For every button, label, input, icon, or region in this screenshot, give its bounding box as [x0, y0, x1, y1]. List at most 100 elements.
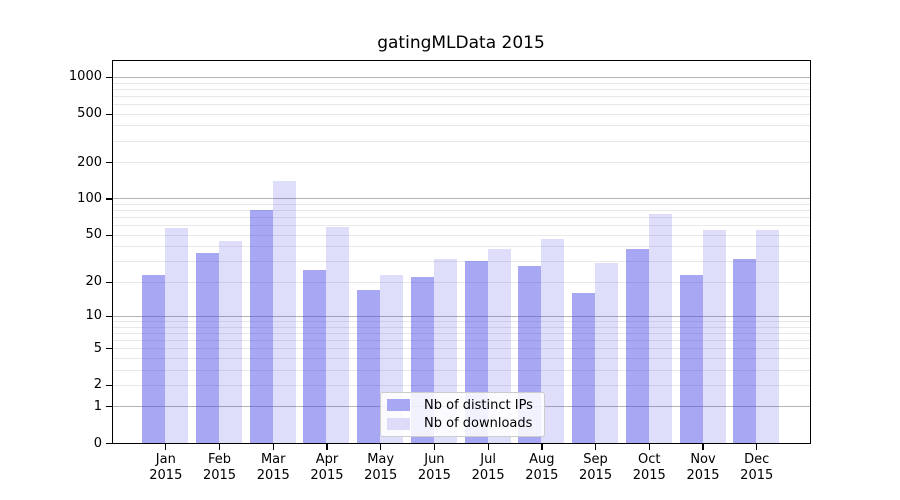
bar-distinct-ips-mar: [249, 210, 273, 443]
gridline-minor: [113, 113, 810, 115]
bar-distinct-ips-jan: [142, 274, 166, 443]
gridline-minor: [113, 95, 810, 97]
bar-downloads-oct: [648, 214, 672, 443]
x-tick-year: 2015: [686, 468, 720, 483]
gridline-minor: [113, 326, 810, 328]
y-tick-label: 1: [93, 398, 102, 414]
x-tick: [326, 443, 328, 450]
y-tick: [106, 406, 112, 408]
x-tick-month: Oct: [638, 451, 661, 467]
legend-item-distinct-ips: Nb of distinct IPs: [387, 398, 536, 413]
x-tick-year: 2015: [632, 468, 666, 483]
chart-title: gatingMLData 2015: [377, 33, 545, 53]
bar-downloads-sep: [595, 262, 619, 443]
gridline-major: [113, 76, 810, 78]
bar-distinct-ips-sep: [572, 292, 596, 443]
gridline-minor: [113, 88, 810, 90]
y-tick-label: 200: [77, 154, 102, 170]
bar-downloads-mar: [272, 180, 296, 443]
x-tick-label: Jul 2015: [460, 452, 516, 485]
y-tick: [106, 281, 112, 283]
bar-distinct-ips-may: [357, 289, 381, 443]
x-tick-year: 2015: [417, 468, 451, 483]
y-tick-label: 1000: [68, 69, 102, 85]
x-tick-month: Mar: [260, 451, 286, 467]
bar-downloads-feb: [219, 241, 243, 443]
x-tick-month: Aug: [529, 451, 555, 467]
gridline-minor: [113, 234, 810, 236]
x-tick: [648, 443, 650, 450]
x-tick-month: Feb: [208, 451, 232, 467]
x-tick-label: Mar 2015: [245, 452, 301, 485]
x-tick-label: Dec 2015: [729, 452, 785, 485]
x-tick: [165, 443, 167, 450]
y-tick-label: 2: [93, 377, 102, 393]
gridline-minor: [113, 162, 810, 163]
x-tick-month: Jul: [480, 451, 496, 467]
x-tick-label: Sep 2015: [568, 452, 624, 485]
gridline-minor: [113, 281, 810, 283]
x-tick-label: Jun 2015: [406, 452, 462, 485]
x-tick: [487, 443, 489, 450]
y-tick: [106, 76, 112, 79]
y-tick: [106, 315, 112, 318]
x-tick-label: Aug 2015: [514, 452, 570, 485]
x-tick-label: May 2015: [353, 452, 409, 485]
gridline-minor: [113, 210, 810, 212]
x-tick: [594, 443, 597, 450]
x-tick-label: Nov 2015: [675, 452, 731, 485]
gridline-minor: [113, 348, 810, 350]
gridline-minor: [113, 246, 810, 248]
x-tick-year: 2015: [740, 468, 774, 483]
bar-distinct-ips-feb: [196, 253, 220, 443]
x-tick-label: Feb 2015: [192, 452, 248, 485]
bar-distinct-ips-apr: [303, 270, 327, 443]
gridline-minor: [113, 321, 810, 322]
x-tick-label: Oct 2015: [621, 452, 677, 485]
legend-swatch-distinct-ips: [387, 399, 410, 412]
gridline-minor: [113, 357, 810, 359]
gridline-minor: [113, 339, 810, 341]
y-tick-label: 100: [77, 190, 102, 206]
x-tick-year: 2015: [364, 468, 398, 483]
x-tick: [541, 443, 543, 450]
gridline-minor: [113, 125, 810, 127]
gridline-minor: [113, 82, 810, 84]
x-tick-year: 2015: [256, 468, 290, 483]
x-tick: [380, 443, 382, 450]
gridline-minor: [113, 103, 810, 105]
x-tick-month: Sep: [583, 451, 608, 467]
x-tick-month: Apr: [315, 451, 339, 467]
gridline-minor: [113, 261, 810, 263]
x-tick-month: Dec: [744, 451, 770, 467]
gridline-minor: [113, 140, 810, 142]
x-tick: [272, 443, 274, 450]
bar-downloads-jan: [165, 227, 189, 443]
x-tick-month: Jan: [155, 451, 176, 467]
y-tick-label: 20: [85, 274, 102, 290]
x-tick-year: 2015: [149, 468, 183, 483]
y-tick: [106, 161, 112, 164]
x-tick-month: Jun: [424, 451, 445, 467]
bar-downloads-dec: [756, 229, 780, 443]
bar-distinct-ips-oct: [625, 248, 649, 443]
bar-distinct-ips-nov: [679, 274, 703, 443]
x-tick: [756, 443, 758, 450]
x-tick-year: 2015: [310, 468, 344, 483]
x-tick-label: Jan 2015: [138, 452, 194, 485]
y-tick-label: 500: [77, 106, 102, 122]
gridline-major: [113, 198, 810, 200]
x-tick: [433, 443, 436, 450]
x-tick-year: 2015: [579, 468, 613, 483]
gridline-minor: [113, 225, 810, 227]
legend-label-downloads: Nb of downloads: [424, 416, 533, 432]
bar-downloads-nov: [702, 229, 726, 443]
legend-swatch-downloads: [387, 417, 410, 430]
x-tick: [702, 443, 704, 450]
gridline-minor: [113, 384, 810, 386]
gridline-minor: [113, 217, 810, 219]
y-tick: [106, 234, 112, 236]
y-tick-label: 5: [93, 340, 102, 356]
gridline-minor: [113, 332, 810, 334]
